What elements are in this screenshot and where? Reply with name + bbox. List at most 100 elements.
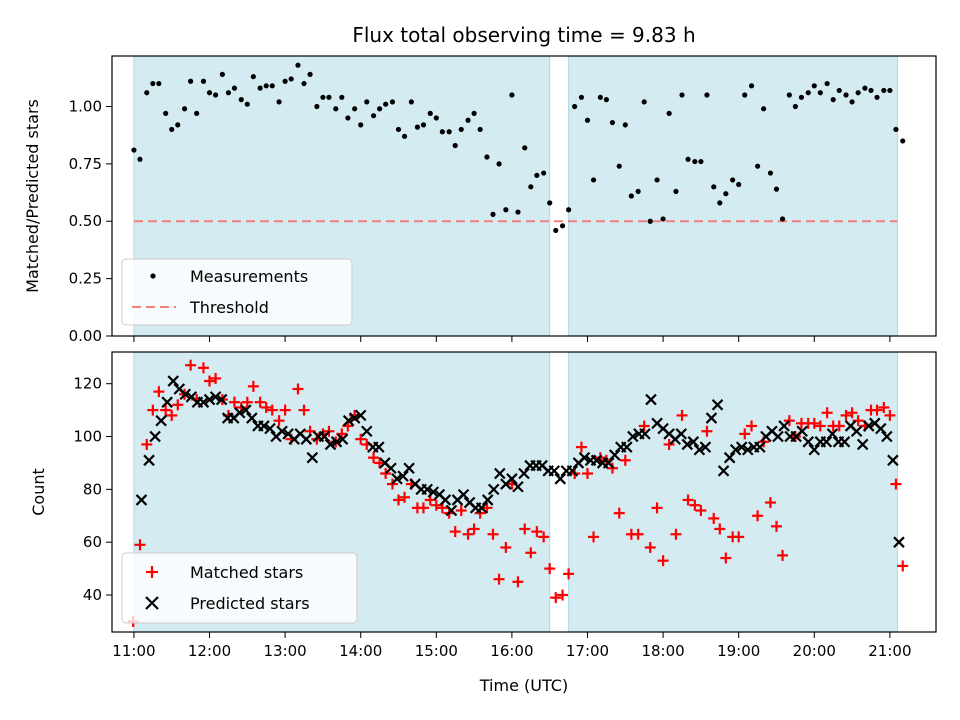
matched-star-point <box>393 494 405 506</box>
matched-star-point <box>399 491 411 503</box>
measurement-point <box>471 110 477 116</box>
predicted-star-point <box>608 449 621 461</box>
matched-stars-points <box>127 359 909 627</box>
predicted-star-point <box>675 428 688 440</box>
predicted-star-point <box>778 420 790 432</box>
measurement-point <box>692 158 698 165</box>
y-tick-label: 60 <box>83 533 102 551</box>
predicted-star-point <box>838 436 851 448</box>
matched-star-point <box>657 555 669 567</box>
measurement-point <box>333 106 339 112</box>
predicted-star-point <box>209 391 222 403</box>
predicted-star-point <box>627 430 639 443</box>
predicted-star-point <box>566 465 579 477</box>
matched-star-point <box>752 510 764 522</box>
bottom-y-axis-label: Count <box>29 468 48 516</box>
measurement-point <box>616 163 622 169</box>
measurement-point <box>377 106 383 112</box>
matched-star-point <box>890 478 902 490</box>
measurement-point <box>509 92 515 98</box>
predicted-star-point <box>548 465 561 477</box>
y-tick-label: 80 <box>83 480 102 498</box>
predicted-star-point <box>445 504 458 517</box>
predicted-star-point <box>578 451 591 464</box>
predicted-star-point <box>602 457 615 469</box>
predicted-star-point <box>862 420 875 432</box>
matched-star-point <box>355 433 367 445</box>
legend-matched-label: Matched stars <box>190 563 303 582</box>
measurement-point <box>503 207 509 213</box>
measurement-point <box>188 78 194 84</box>
measurement-point <box>345 115 351 121</box>
predicted-star-point <box>687 436 700 448</box>
y-tick-label: 1.00 <box>69 97 102 115</box>
measurement-point <box>723 191 729 197</box>
matched-star-point <box>462 528 474 540</box>
measurement-point <box>370 113 377 119</box>
predicted-star-point <box>820 436 833 448</box>
measurement-point <box>206 90 213 96</box>
predicted-star-point <box>264 422 276 435</box>
matched-star-point <box>247 380 259 392</box>
predicted-star-point <box>881 430 893 443</box>
measurement-point <box>181 106 188 112</box>
measurement-point <box>660 216 666 222</box>
matched-star-point <box>380 468 392 480</box>
matched-star-point <box>153 386 165 398</box>
measurement-point <box>496 161 502 167</box>
measurement-point <box>522 145 528 151</box>
measurement-point <box>578 94 585 100</box>
measurement-point <box>458 126 464 133</box>
predicted-star-point <box>342 414 355 427</box>
x-tick-label: 20:00 <box>793 642 836 660</box>
measurement-point <box>730 177 736 183</box>
matched-star-point <box>689 499 701 511</box>
measurement-point <box>881 87 887 94</box>
matched-star-point <box>783 415 795 427</box>
matched-star-point <box>739 428 751 440</box>
predicted-star-point <box>875 422 887 435</box>
measurement-point <box>900 138 906 144</box>
measurement-point <box>420 122 427 128</box>
predicted-star-point <box>808 443 821 456</box>
top-y-axis-label: Matched/Predicted stars <box>23 99 42 293</box>
top-y-ticks: 0.00 0.25 0.50 0.75 1.00 <box>69 97 112 345</box>
matched-star-point <box>417 502 429 514</box>
predicted-star-point <box>336 433 349 445</box>
matched-star-point <box>525 547 537 559</box>
measurement-point <box>717 200 723 206</box>
predicted-star-point <box>693 443 706 456</box>
measurement-point <box>597 94 603 100</box>
matched-star-point <box>210 372 222 384</box>
measurement-point <box>131 147 137 153</box>
measurement-point <box>590 177 597 183</box>
measurement-point <box>811 83 817 89</box>
measurement-point <box>358 122 364 128</box>
predicted-star-point <box>427 486 440 498</box>
matched-star-point <box>260 401 272 413</box>
predicted-star-point <box>518 467 530 480</box>
y-tick-label: 0.50 <box>69 212 102 230</box>
measurement-point <box>609 119 616 126</box>
measurement-point <box>163 110 169 116</box>
predicted-star-point <box>149 430 161 443</box>
predicted-star-point <box>723 451 736 464</box>
measurement-point <box>887 87 893 94</box>
matched-star-point <box>682 494 694 506</box>
x-tick-label: 18:00 <box>641 642 684 660</box>
measurement-point <box>408 99 414 105</box>
matched-star-point <box>166 409 178 421</box>
matched-star-point <box>764 497 776 509</box>
x-axis-label: Time (UTC) <box>479 676 568 695</box>
bottom-axes-frame <box>111 351 937 633</box>
matched-star-point <box>185 359 197 371</box>
predicted-star-point <box>729 443 742 456</box>
x-tick-label: 19:00 <box>717 642 760 660</box>
predicted-star-point <box>373 441 385 453</box>
measurement-point <box>679 92 685 98</box>
matched-star-point <box>821 407 833 419</box>
matched-star-point <box>676 409 688 421</box>
matched-star-point <box>720 552 732 564</box>
predicted-star-point <box>135 494 148 506</box>
x-tick-label: 17:00 <box>566 642 609 660</box>
